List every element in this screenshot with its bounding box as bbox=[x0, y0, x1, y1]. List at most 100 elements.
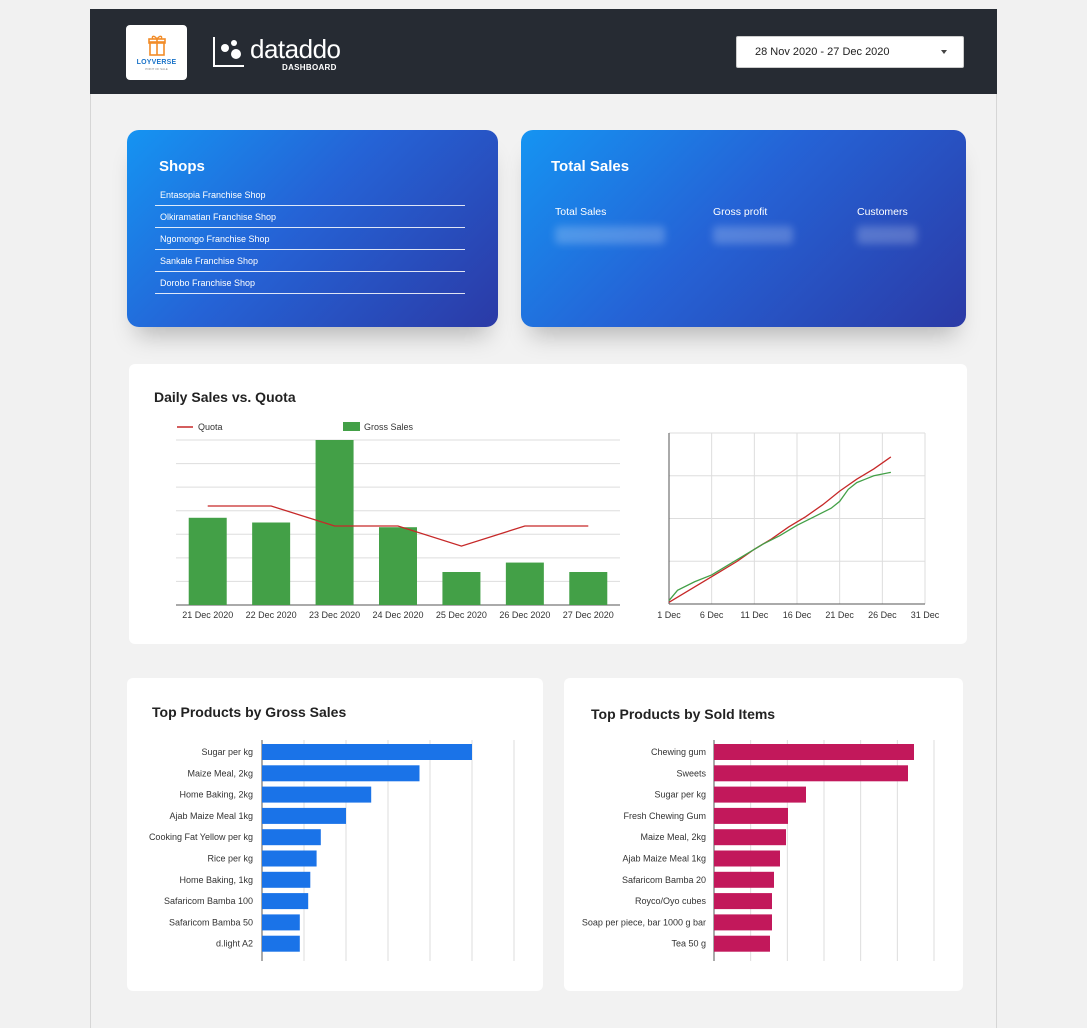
shop-item[interactable]: Sankale Franchise Shop bbox=[155, 250, 465, 272]
kpi-value-redacted bbox=[555, 226, 665, 244]
date-range-value: 28 Nov 2020 - 27 Dec 2020 bbox=[755, 46, 890, 58]
x-tick-label: 26 Dec 2020 bbox=[499, 610, 550, 620]
x-tick-label: 16 Dec bbox=[783, 610, 812, 620]
bar bbox=[714, 744, 914, 760]
bar-gross-sales bbox=[442, 572, 481, 605]
shops-card: Shops Entasopia Franchise Shop Olkiramat… bbox=[127, 130, 498, 327]
category-label: Maize Meal, 2kg bbox=[640, 832, 706, 842]
shop-item[interactable]: Ngomongo Franchise Shop bbox=[155, 228, 465, 250]
caret-down-icon[interactable] bbox=[941, 50, 947, 54]
dataddo-mark-icon bbox=[213, 37, 244, 67]
bar bbox=[714, 765, 908, 782]
legend-gross-swatch bbox=[343, 422, 360, 431]
bar bbox=[262, 829, 321, 846]
x-tick-label: 11 Dec bbox=[740, 610, 768, 620]
kpi-label: Total Sales bbox=[555, 206, 607, 218]
dataddo-word: dataddo bbox=[250, 34, 341, 64]
bar bbox=[714, 829, 786, 846]
legend-gross-label: Gross Sales bbox=[364, 422, 414, 432]
category-label: Royco/Oyo cubes bbox=[635, 896, 707, 906]
shop-item[interactable]: Dorobo Franchise Shop bbox=[155, 272, 465, 294]
shop-item[interactable]: Olkiramatian Franchise Shop bbox=[155, 206, 465, 228]
category-label: Sweets bbox=[676, 768, 706, 778]
daily-sales-bar-chart: Quota Gross Sales 21 Dec 2020 22 Dec 2020 23… bbox=[176, 422, 620, 620]
category-label: Sugar per kg bbox=[654, 790, 706, 800]
category-label: Soap per piece, bar 1000 g bar bbox=[582, 917, 706, 927]
bar bbox=[262, 807, 346, 824]
category-label: Safaricom Bamba 20 bbox=[622, 875, 706, 885]
kpi-value-redacted bbox=[857, 226, 917, 244]
daily-sales-title: Daily Sales vs. Quota bbox=[154, 389, 296, 405]
x-tick-label: 21 Dec bbox=[825, 610, 854, 620]
bar bbox=[262, 786, 372, 803]
x-tick-label: 26 Dec bbox=[868, 610, 897, 620]
bar bbox=[262, 914, 300, 931]
bar-gross-sales bbox=[188, 517, 227, 605]
bar-gross-sales bbox=[252, 522, 291, 605]
category-label: Home Baking, 2kg bbox=[179, 790, 253, 800]
top-sold-title: Top Products by Sold Items bbox=[591, 706, 776, 722]
category-label: Chewing gum bbox=[651, 747, 706, 757]
kpi-gross-profit: Gross profit bbox=[713, 206, 793, 244]
bar bbox=[262, 935, 300, 952]
category-label: Safaricom Bamba 50 bbox=[169, 917, 253, 927]
shop-list: Entasopia Franchise Shop Olkiramatian Fr… bbox=[155, 184, 465, 294]
bar-gross-sales bbox=[379, 527, 417, 605]
bar bbox=[714, 935, 770, 952]
legend-quota-label: Quota bbox=[198, 422, 223, 432]
shop-item[interactable]: Entasopia Franchise Shop bbox=[155, 184, 465, 206]
kpi-label: Gross profit bbox=[713, 206, 768, 218]
bar-gross-sales bbox=[569, 572, 608, 605]
bar bbox=[714, 914, 772, 931]
bar bbox=[262, 893, 309, 910]
bar bbox=[262, 850, 317, 867]
category-label: Fresh Chewing Gum bbox=[623, 811, 706, 821]
category-label: Rice per kg bbox=[207, 854, 253, 864]
x-tick-label: 27 Dec 2020 bbox=[563, 610, 614, 620]
top-gross-card: Top Products by Gross Sales Sugar per kg… bbox=[127, 678, 543, 991]
kpi-customers: Customers bbox=[857, 206, 917, 244]
total-sales-title: Total Sales bbox=[551, 158, 630, 175]
kpi-total-sales: Total Sales bbox=[555, 206, 665, 244]
shops-title: Shops bbox=[159, 158, 205, 175]
loyverse-label: LOYVERSE bbox=[136, 59, 177, 66]
x-tick-label: 6 Dec bbox=[700, 610, 724, 620]
dataddo-sub: DASHBOARD bbox=[282, 63, 337, 72]
dataddo-logo[interactable]: dataddo DASHBOARD bbox=[212, 34, 341, 75]
daily-sales-card: Daily Sales vs. Quota Quota Gross Sales 21… bbox=[129, 364, 967, 644]
date-range-picker[interactable]: 28 Nov 2020 - 27 Dec 2020 bbox=[736, 36, 964, 68]
series-line-green bbox=[668, 471, 891, 601]
bar bbox=[714, 786, 806, 803]
category-label: Ajab Maize Meal 1kg bbox=[169, 811, 253, 821]
bar bbox=[262, 744, 472, 760]
category-label: Maize Meal, 2kg bbox=[187, 768, 253, 778]
loyverse-logo[interactable]: LOYVERSE POINT OF SALE bbox=[126, 25, 187, 80]
x-tick-label: 24 Dec 2020 bbox=[372, 610, 423, 620]
top-gross-title: Top Products by Gross Sales bbox=[152, 704, 347, 720]
total-sales-card: Total Sales Total Sales Gross profit Cus… bbox=[521, 130, 966, 327]
gift-icon bbox=[147, 35, 166, 56]
category-label: d.light A2 bbox=[216, 939, 253, 949]
x-tick-label: 23 Dec 2020 bbox=[309, 610, 360, 620]
kpi-value-redacted bbox=[713, 226, 793, 244]
header-bar: LOYVERSE POINT OF SALE dataddo DASHBOARD… bbox=[90, 9, 997, 94]
category-label: Tea 50 g bbox=[671, 939, 706, 949]
kpi-label: Customers bbox=[857, 206, 908, 218]
cumulative-line-chart: 1 Dec 6 Dec 11 Dec 16 Dec 21 Dec 26 Dec 31 Dec bbox=[657, 432, 940, 620]
loyverse-sub: POINT OF SALE bbox=[145, 67, 168, 71]
bar bbox=[262, 765, 420, 782]
x-tick-label: 21 Dec 2020 bbox=[182, 610, 233, 620]
series-line-red bbox=[668, 456, 892, 603]
bar bbox=[714, 871, 774, 888]
top-gross-bar-chart: Sugar per kg Maize Meal, 2kg Home Baking, … bbox=[149, 740, 515, 961]
bar bbox=[714, 850, 780, 867]
top-sold-card: Top Products by Sold Items Chewing gum Sw… bbox=[564, 678, 963, 991]
x-tick-label: 22 Dec 2020 bbox=[246, 610, 297, 620]
bar bbox=[714, 807, 788, 824]
bar bbox=[262, 871, 311, 888]
category-label: Ajab Maize Meal 1kg bbox=[622, 854, 706, 864]
bar bbox=[714, 893, 772, 910]
category-label: Home Baking, 1kg bbox=[179, 875, 253, 885]
top-sold-bar-chart: Chewing gum Sweets Sugar per kg Fresh Chewi… bbox=[582, 740, 935, 961]
x-tick-label: 25 Dec 2020 bbox=[436, 610, 487, 620]
